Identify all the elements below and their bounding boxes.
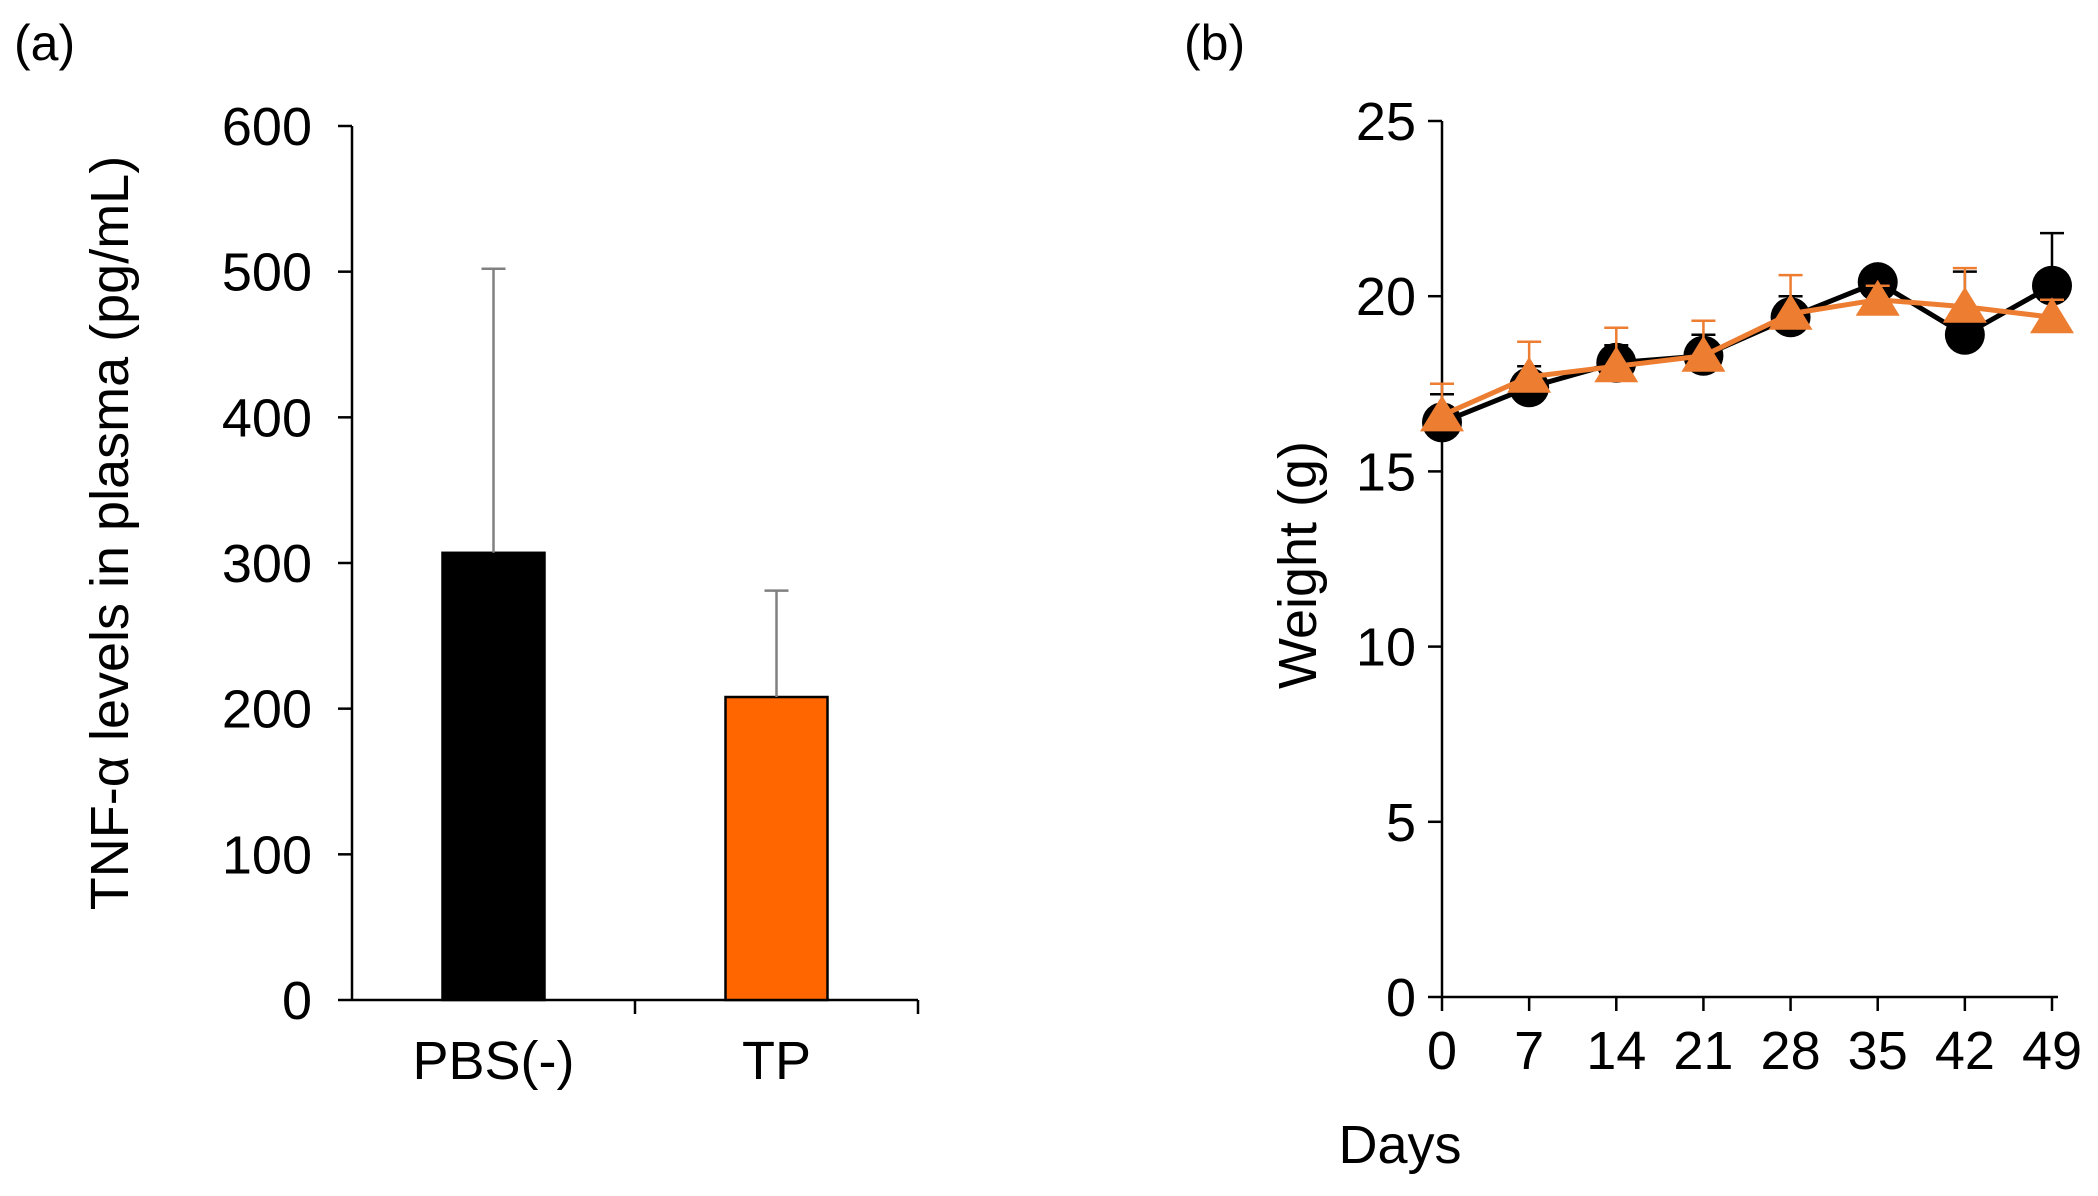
panel-b-series-2-point [1420,395,1464,432]
panel-b-series-2-point [2030,297,2074,334]
panel-a-bar-chart: (a) TNF-α levels in plasma (pg/mL) 0 100 2… [14,15,920,1091]
panel-b-series-1-point [2032,265,2072,306]
panel-b-x-tick-label: 14 [1586,1021,1646,1081]
panel-a-label: (a) [14,15,75,71]
panel-b-x-axis-title: Days [1338,1115,1461,1175]
panel-b-y-tick-label: 20 [1356,267,1416,327]
panel-a-y-tick-label: 300 [222,534,312,594]
panel-b-x-tick-label: 49 [2022,1021,2082,1081]
panel-b-y-tick-label: 10 [1356,618,1416,678]
panel-a-category-label: PBS(-) [413,1031,575,1091]
panel-b-x-tick-label: 42 [1935,1021,1995,1081]
panel-b-series-2-point [1681,335,1726,372]
panel-b-x-tick-label: 7 [1514,1021,1544,1081]
panel-a-y-tick-label: 0 [282,971,312,1031]
panel-a-ticks: 0 100 200 300 400 500 600 [222,97,920,1031]
panel-a-y-axis-title: TNF-α levels in plasma (pg/mL) [80,156,140,910]
panel-b-series-2-point [1942,286,1987,323]
panel-b-y-tick-label: 25 [1356,92,1416,152]
panel-b-series-2-point [1768,293,1813,330]
panel-a-y-tick-label: 500 [222,243,312,303]
panel-a-y-tick-label: 600 [222,97,312,157]
panel-b-y-axis-title: Weight (g) [1268,441,1328,689]
panel-b-x-tick-label: 35 [1848,1021,1908,1081]
panel-b-y-tick-label: 5 [1386,793,1416,853]
panel-b-series-1-point [1944,314,1985,355]
panel-a-bars: PBS(-) TP [413,267,829,1091]
panel-a-y-tick-label: 400 [222,388,312,448]
panel-a-bar [724,695,829,1002]
panel-a-y-tick-label: 100 [222,825,312,885]
panel-a-y-tick-label: 200 [222,680,312,740]
panel-b-series-2-point [1855,279,1900,316]
panel-b-series-2-point [1594,346,1639,383]
panel-b-series [1420,231,2074,443]
panel-b-y-tick-label: 0 [1386,968,1416,1028]
panel-b-series-2-point [1507,356,1552,393]
panel-b-y-tick-label: 15 [1356,442,1416,502]
panel-b-label: (b) [1184,15,1245,71]
panel-a-category-label: TP [742,1031,811,1091]
panel-b-x-tick-label: 21 [1673,1021,1733,1081]
panel-b-series-2-line [1440,297,2053,418]
panel-a-bar [441,551,546,1002]
panel-b-x-tick-label: 28 [1761,1021,1821,1081]
panel-b-x-tick-label: 0 [1427,1021,1457,1081]
